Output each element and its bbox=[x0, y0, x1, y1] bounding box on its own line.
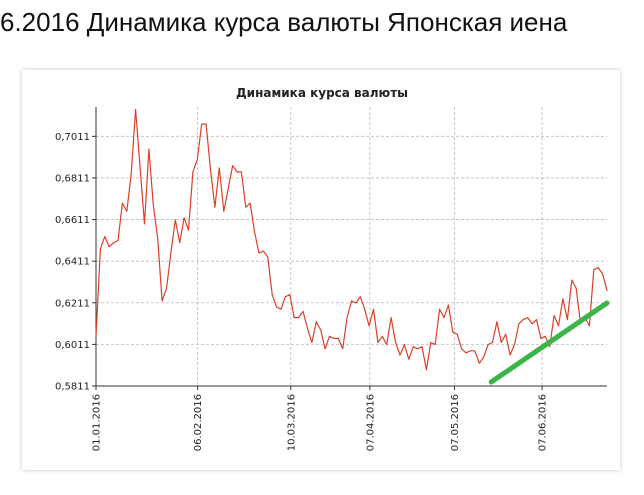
y-tick-label: 0,7011 bbox=[55, 132, 90, 143]
chart-card: Динамика курса валюты 0,7011 0,6811 0,6611… bbox=[22, 70, 620, 470]
rate-series-line bbox=[95, 108, 608, 371]
y-tick-label: 0,5811 bbox=[55, 382, 90, 393]
y-tick-label: 0,6411 bbox=[55, 257, 90, 268]
x-tick-label: 07.04.2016 bbox=[365, 394, 376, 451]
trend-line bbox=[488, 300, 610, 385]
x-tick-label: 01.01.2016 bbox=[92, 394, 103, 451]
axis-layer: 0,7011 0,6811 0,6611 0,6411 0,6211 0,6011 0,58… bbox=[55, 107, 607, 451]
chart-title: Динамика курса валюты bbox=[236, 86, 408, 100]
exchange-rate-chart: Динамика курса валюты 0,7011 0,6811 0,6611… bbox=[55, 86, 610, 451]
page-heading: 6.2016 Динамика курса валюты Японская ие… bbox=[0, 7, 568, 37]
x-tick-label: 07.05.2016 bbox=[450, 394, 461, 451]
x-tick-label: 06.02.2016 bbox=[193, 394, 204, 451]
y-tick-label: 0,6611 bbox=[55, 215, 90, 226]
grid-layer bbox=[95, 107, 607, 387]
series-layer bbox=[95, 108, 610, 385]
y-tick-label: 0,6811 bbox=[55, 173, 90, 184]
x-tick-label: 10.03.2016 bbox=[286, 394, 297, 451]
y-tick-label: 0,6011 bbox=[55, 340, 90, 351]
x-tick-label: 07.06.2016 bbox=[538, 394, 549, 451]
y-tick-label: 0,6211 bbox=[55, 298, 90, 309]
